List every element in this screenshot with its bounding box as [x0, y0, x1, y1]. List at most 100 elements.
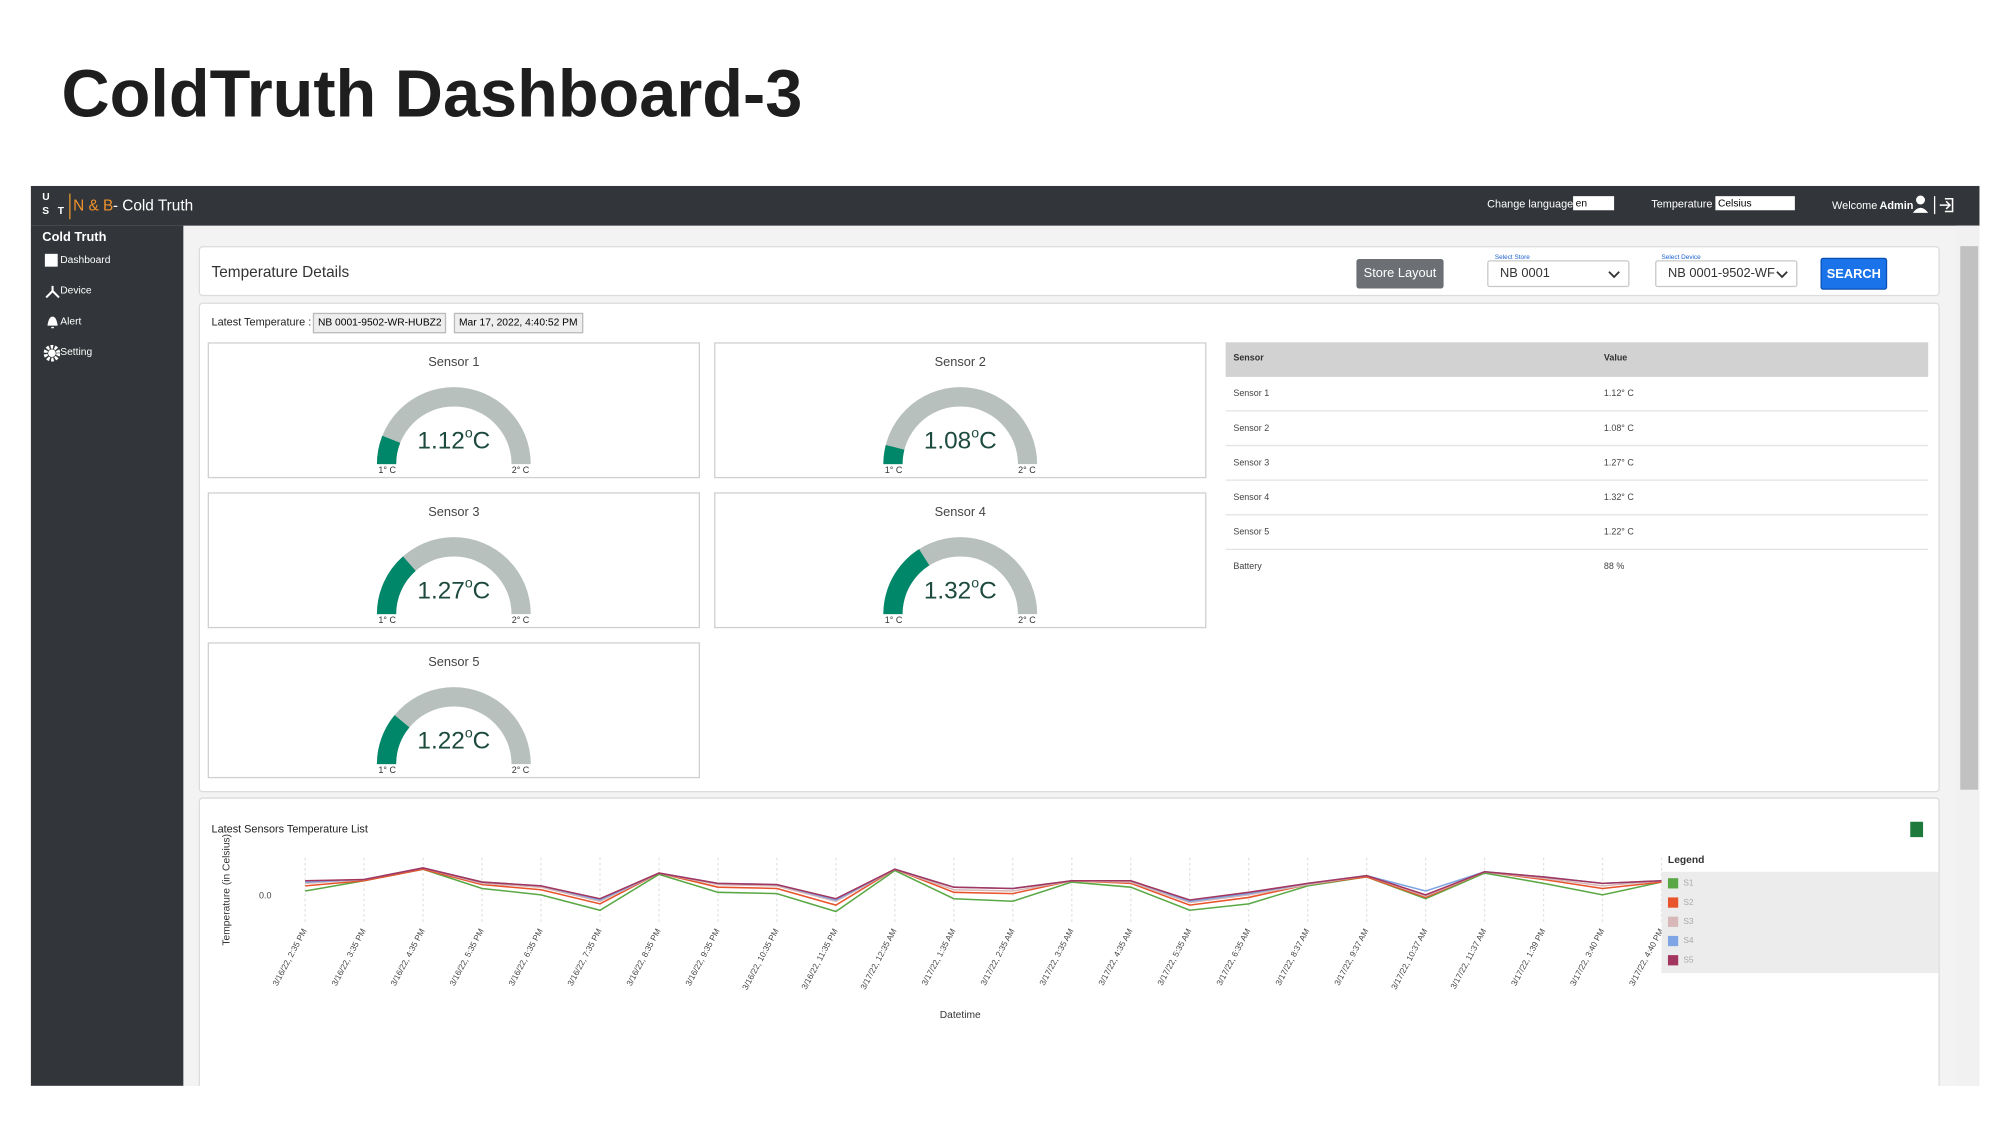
- table-cell: Sensor 5: [1233, 528, 1270, 538]
- user-icon: [1912, 207, 1929, 213]
- sidebar-item[interactable]: Setting: [60, 346, 93, 358]
- sidebar: Cold Truth Dashboard Device Alert Settin…: [30, 225, 184, 1086]
- user-icon: [1916, 195, 1925, 205]
- x-tick-label: 3/17/22, 12:35 AM: [858, 927, 899, 991]
- series-line: [304, 868, 1662, 913]
- store-layout-button[interactable]: Store Layout: [1356, 258, 1444, 289]
- gauge-panel: Sensor 2 1.08oC 1° C 2° C: [714, 342, 1207, 479]
- gauge-unit: C: [473, 578, 491, 605]
- gauge-title: Sensor 2: [935, 354, 986, 369]
- alert-icon: [47, 316, 58, 329]
- gauge: Sensor 3 1.27oC 1° C 2° C: [376, 504, 531, 625]
- device-label: Select Device: [1661, 253, 1701, 262]
- chart-card: Latest Sensors Temperature List Temperatu…: [198, 797, 1940, 1086]
- table-row: Sensor 4 1.32° C: [1225, 481, 1929, 516]
- gauge-fill: [376, 556, 416, 615]
- x-tick-label: 3/17/22, 1:35 AM: [919, 927, 957, 987]
- scrollbar[interactable]: [1956, 225, 1980, 1086]
- gauge-unit-sup: o: [465, 574, 473, 590]
- x-tick-label: 3/16/22, 6:35 PM: [506, 927, 545, 988]
- logo-letter: S: [42, 205, 50, 217]
- gauge-title: Sensor 3: [428, 504, 479, 519]
- gauge-unit-sup: o: [971, 424, 979, 440]
- gauge-reading: 1.08oC: [924, 424, 997, 455]
- latest-device: NB 0001-9502-WR-HUBZ2: [312, 312, 447, 334]
- legend-box: [1661, 871, 1939, 974]
- gauge-reading: 1.27oC: [417, 574, 490, 605]
- legend-label: S1: [1683, 878, 1694, 888]
- navbar: U S T N & B - Cold Truth Change language…: [30, 185, 1980, 226]
- gauge-max: 2° C: [1018, 615, 1036, 625]
- x-tick-label: 3/17/22, 6:35 AM: [1214, 927, 1252, 987]
- table-row: Sensor 5 1.22° C: [1225, 515, 1929, 550]
- x-tick-label: 3/17/22, 1:39 PM: [1509, 927, 1548, 988]
- x-tick-label: 3/17/22, 5:35 AM: [1155, 927, 1193, 987]
- store-select[interactable]: NB 0001: [1487, 260, 1630, 288]
- logout-icon[interactable]: [1939, 197, 1954, 213]
- table-cell: 1.08° C: [1603, 424, 1634, 434]
- latest-label: Latest Temperature :: [211, 315, 312, 329]
- excel-icon: [1910, 821, 1924, 838]
- gauge-unit-sup: o: [465, 724, 473, 740]
- gauge-unit: C: [979, 578, 997, 605]
- header-cell: Value: [1603, 353, 1628, 363]
- details-header: Temperature Details Store Layout Select …: [198, 246, 1940, 297]
- language-select[interactable]: en: [1573, 196, 1615, 211]
- legend-title: Legend: [1668, 855, 1704, 866]
- gauge-reading: 1.32oC: [924, 574, 997, 605]
- gauge-unit-sup: o: [971, 574, 979, 590]
- x-axis-label: Datetime: [940, 1010, 981, 1021]
- device-select[interactable]: NB 0001-9502-WF: [1655, 260, 1798, 288]
- x-tick-label: 3/17/22, 3:40 PM: [1568, 927, 1607, 988]
- gauge-track: [376, 687, 531, 765]
- x-tick-label: 3/16/22, 5:35 PM: [447, 927, 486, 988]
- x-tick-label: 3/17/22, 4:35 AM: [1096, 927, 1134, 987]
- legend-label: S3: [1683, 916, 1694, 926]
- gauge-min: 1° C: [378, 615, 396, 625]
- logo-letter: T: [57, 205, 64, 217]
- scroll-thumb[interactable]: [1960, 246, 1979, 790]
- gauge-reading: 1.12oC: [417, 424, 490, 455]
- device-icon: [45, 285, 60, 299]
- gauge-unit-sup: o: [465, 424, 473, 440]
- brand: N & B: [73, 196, 114, 215]
- x-tick-label: 3/16/22, 3:35 PM: [329, 927, 368, 988]
- sidebar-item[interactable]: Dashboard: [60, 253, 111, 266]
- legend-swatch: [1667, 955, 1679, 966]
- table-row: Sensor 1 1.12° C: [1225, 377, 1929, 412]
- gauge-min: 1° C: [885, 465, 903, 475]
- search-button[interactable]: SEARCH: [1820, 257, 1888, 290]
- table-row: Sensor 2 1.08° C: [1225, 412, 1929, 447]
- table-cell: 88 %: [1603, 562, 1625, 572]
- dashboard-icon: [44, 253, 58, 267]
- gauge-panel: Sensor 1 1.12oC 1° C 2° C: [207, 342, 700, 479]
- gauge-value: 1.22: [417, 728, 464, 755]
- table-cell: Sensor 3: [1233, 458, 1270, 468]
- sidebar-item[interactable]: Alert: [60, 315, 82, 327]
- unit-select[interactable]: Celsius: [1715, 196, 1795, 211]
- store-label: Select Store: [1494, 253, 1530, 262]
- x-tick-label: 3/17/22, 11:37 AM: [1448, 927, 1488, 991]
- gauge-min: 1° C: [885, 615, 903, 625]
- sidebar-item[interactable]: Device: [60, 284, 92, 297]
- details-title: Temperature Details: [211, 262, 350, 281]
- table-row: Sensor 3 1.27° C: [1225, 446, 1929, 481]
- x-tick-label: 3/16/22, 11:35 PM: [799, 927, 840, 991]
- gauge-max: 2° C: [512, 465, 530, 475]
- table-header: Sensor Value: [1225, 342, 1929, 377]
- series-line: [305, 867, 1662, 904]
- y-tick-label: 0.0: [259, 891, 271, 901]
- x-tick-label: 3/17/22, 4:40 PM: [1627, 927, 1666, 988]
- table-cell: Sensor 1: [1233, 389, 1270, 399]
- table-cell: Battery: [1233, 562, 1262, 572]
- gauge-track: [883, 387, 1038, 465]
- legend-swatch: [1667, 878, 1679, 889]
- gauge-fill: [883, 444, 905, 465]
- legend-swatch: [1667, 935, 1679, 947]
- gauge-unit: C: [979, 428, 997, 455]
- gauge: Sensor 4 1.32oC 1° C 2° C: [883, 504, 1038, 625]
- gauge-value: 1.27: [417, 578, 464, 605]
- gauge-fill: [883, 549, 930, 615]
